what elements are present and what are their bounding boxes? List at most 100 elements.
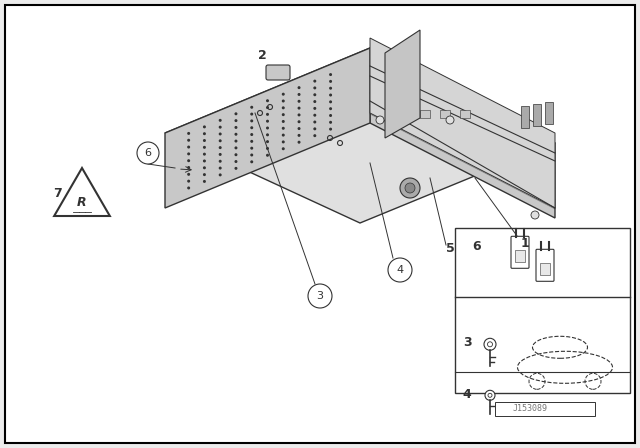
Circle shape bbox=[187, 152, 190, 155]
Circle shape bbox=[187, 132, 190, 135]
Circle shape bbox=[405, 183, 415, 193]
Circle shape bbox=[234, 167, 237, 170]
FancyBboxPatch shape bbox=[536, 249, 554, 281]
Circle shape bbox=[298, 134, 301, 137]
Circle shape bbox=[329, 73, 332, 76]
Circle shape bbox=[282, 106, 285, 109]
Circle shape bbox=[234, 146, 237, 149]
Circle shape bbox=[329, 87, 332, 90]
Circle shape bbox=[266, 154, 269, 157]
Bar bbox=[460, 110, 470, 118]
Circle shape bbox=[234, 133, 237, 136]
Circle shape bbox=[314, 93, 316, 96]
Circle shape bbox=[329, 80, 332, 83]
FancyBboxPatch shape bbox=[511, 236, 529, 268]
Circle shape bbox=[203, 125, 206, 129]
Circle shape bbox=[282, 120, 285, 123]
Text: 6: 6 bbox=[473, 240, 481, 253]
Circle shape bbox=[250, 106, 253, 109]
Circle shape bbox=[187, 186, 190, 190]
Bar bbox=[400, 110, 410, 118]
Circle shape bbox=[282, 113, 285, 116]
Circle shape bbox=[282, 127, 285, 130]
Polygon shape bbox=[370, 38, 555, 208]
Circle shape bbox=[314, 107, 316, 110]
Circle shape bbox=[329, 114, 332, 117]
Circle shape bbox=[329, 94, 332, 96]
Circle shape bbox=[266, 147, 269, 150]
Circle shape bbox=[282, 147, 285, 150]
Circle shape bbox=[314, 134, 316, 137]
Circle shape bbox=[250, 140, 253, 143]
Polygon shape bbox=[54, 168, 110, 216]
Polygon shape bbox=[385, 30, 420, 138]
Circle shape bbox=[187, 139, 190, 142]
Circle shape bbox=[308, 284, 332, 308]
Circle shape bbox=[298, 127, 301, 130]
Text: 1: 1 bbox=[520, 237, 529, 250]
Text: 7: 7 bbox=[54, 186, 62, 199]
Circle shape bbox=[298, 107, 301, 110]
Circle shape bbox=[203, 139, 206, 142]
Circle shape bbox=[187, 146, 190, 149]
Bar bbox=[545, 102, 553, 124]
Circle shape bbox=[250, 120, 253, 122]
Circle shape bbox=[298, 100, 301, 103]
Text: 6: 6 bbox=[145, 148, 152, 158]
Circle shape bbox=[250, 126, 253, 129]
Bar bbox=[455, 228, 630, 393]
Bar bbox=[420, 110, 430, 118]
Circle shape bbox=[298, 113, 301, 116]
Bar bbox=[440, 110, 450, 118]
Circle shape bbox=[250, 160, 253, 164]
Circle shape bbox=[266, 99, 269, 102]
FancyBboxPatch shape bbox=[266, 65, 290, 80]
Circle shape bbox=[376, 116, 384, 124]
Text: 3: 3 bbox=[317, 291, 323, 301]
Circle shape bbox=[400, 178, 420, 198]
Circle shape bbox=[266, 113, 269, 116]
Circle shape bbox=[266, 120, 269, 123]
Circle shape bbox=[282, 93, 285, 96]
Bar bbox=[495, 402, 595, 416]
Circle shape bbox=[219, 125, 221, 129]
Bar bbox=[515, 250, 525, 262]
Circle shape bbox=[282, 134, 285, 137]
Circle shape bbox=[219, 173, 221, 177]
Circle shape bbox=[187, 166, 190, 169]
Circle shape bbox=[266, 140, 269, 143]
Circle shape bbox=[314, 100, 316, 103]
Circle shape bbox=[298, 120, 301, 123]
Circle shape bbox=[250, 154, 253, 156]
Circle shape bbox=[219, 119, 221, 122]
Circle shape bbox=[234, 112, 237, 115]
Circle shape bbox=[485, 390, 495, 401]
Circle shape bbox=[234, 126, 237, 129]
Polygon shape bbox=[165, 48, 555, 223]
Polygon shape bbox=[165, 48, 370, 208]
Circle shape bbox=[266, 106, 269, 109]
Circle shape bbox=[219, 139, 221, 142]
Circle shape bbox=[282, 140, 285, 143]
Text: 4: 4 bbox=[463, 388, 472, 401]
Circle shape bbox=[329, 121, 332, 124]
Bar bbox=[521, 106, 529, 128]
Text: 3: 3 bbox=[463, 336, 471, 349]
Circle shape bbox=[250, 112, 253, 116]
Circle shape bbox=[203, 132, 206, 135]
Circle shape bbox=[298, 93, 301, 96]
Circle shape bbox=[531, 211, 539, 219]
Circle shape bbox=[298, 86, 301, 89]
Text: 5: 5 bbox=[445, 241, 454, 254]
Text: 4: 4 bbox=[396, 265, 404, 275]
Circle shape bbox=[250, 146, 253, 150]
Text: 2: 2 bbox=[258, 48, 266, 61]
Circle shape bbox=[203, 153, 206, 155]
Circle shape bbox=[187, 159, 190, 162]
Polygon shape bbox=[370, 48, 555, 218]
Circle shape bbox=[203, 180, 206, 183]
Circle shape bbox=[484, 338, 496, 350]
Circle shape bbox=[234, 119, 237, 122]
Bar bbox=[533, 104, 541, 126]
Text: R: R bbox=[77, 195, 87, 208]
